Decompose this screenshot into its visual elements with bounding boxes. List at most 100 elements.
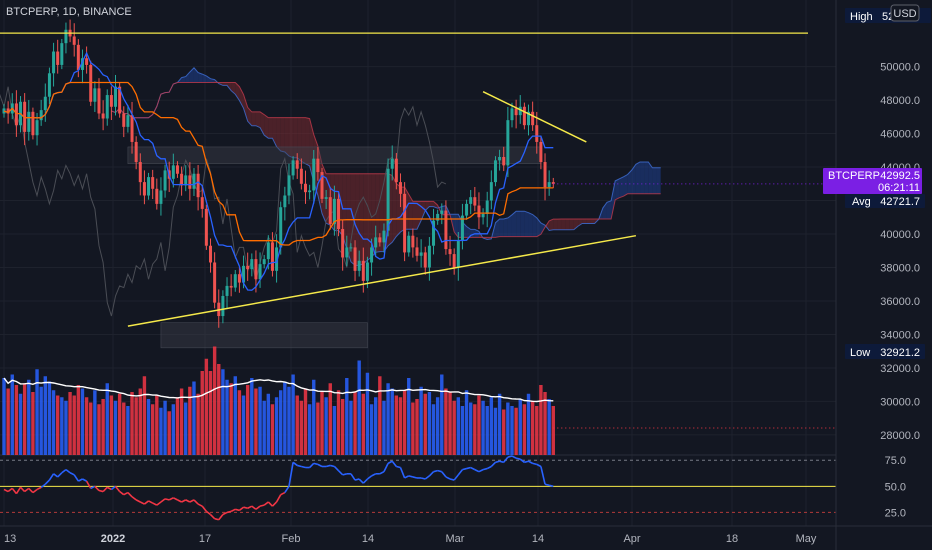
rsi-segment: [280, 491, 286, 496]
rsi-segment: [189, 499, 195, 503]
rsi-segment: [94, 485, 100, 492]
rsi-segment: [362, 478, 369, 484]
rsi-segment: [53, 473, 59, 478]
rsi-segment: [32, 488, 38, 494]
candle-body: [415, 247, 419, 256]
symbol-header[interactable]: BTCPERP, 1D, BINANCE: [6, 6, 132, 18]
candle-body: [337, 198, 341, 229]
cloud-segment: [305, 117, 310, 166]
rsi-segment: [24, 487, 30, 493]
rsi-segment: [445, 476, 451, 480]
cloud-segment: [557, 219, 562, 230]
cloud-segment: [301, 117, 306, 164]
rsi-segment: [275, 494, 282, 503]
rsi-segment: [515, 457, 521, 460]
cloud-segment: [375, 173, 380, 253]
rsi-segment: [28, 487, 34, 494]
rsi-segment: [65, 468, 71, 474]
volume-bar: [64, 400, 68, 455]
currency-button-bg[interactable]: [890, 4, 920, 22]
time-tick-label: Apr: [623, 533, 640, 545]
candle-body: [411, 235, 415, 248]
candle-body: [493, 160, 497, 183]
volume-bar: [295, 395, 299, 455]
rsi-segment: [44, 479, 50, 485]
candle-body: [105, 95, 109, 119]
candle-body: [432, 220, 436, 246]
rsi-segment: [61, 468, 67, 474]
volume-bar: [324, 397, 328, 455]
rsi-segment: [292, 461, 298, 467]
rsi-segment: [457, 469, 464, 476]
rsi-segment: [333, 465, 340, 472]
rsi-segment: [19, 486, 26, 493]
rsi-segment: [209, 513, 216, 520]
volume-bar: [283, 381, 287, 455]
candle-body: [374, 237, 378, 248]
candle-body: [200, 197, 204, 209]
candle-body: [225, 285, 229, 296]
volume-bar: [221, 369, 225, 455]
cloud-segment: [346, 173, 351, 262]
volume-bar: [435, 397, 440, 455]
volume-bar: [258, 386, 262, 455]
candle-body: [303, 183, 307, 193]
rsi-segment: [325, 464, 331, 468]
volume-bar: [126, 406, 130, 455]
cloud-segment: [602, 202, 607, 220]
rsi-segment: [156, 501, 162, 506]
rsi-segment: [548, 484, 554, 488]
candle-body: [527, 111, 531, 126]
volume-bar: [212, 346, 217, 455]
candle-body: [262, 259, 266, 265]
rsi-pane: [0, 455, 836, 521]
trendline[interactable]: [482, 91, 587, 143]
rsi-segment: [284, 485, 290, 494]
cloud-segment: [611, 180, 616, 220]
price-tick-label: 46000.0: [880, 129, 920, 141]
rsi-segment: [251, 505, 257, 510]
rsi-segment: [490, 461, 497, 468]
volume-bar: [427, 392, 432, 455]
candle-body: [444, 210, 448, 250]
volume-bar: [485, 406, 489, 455]
rsi-segment: [528, 460, 534, 465]
volume-bar: [390, 388, 394, 455]
rsi-segment: [102, 486, 108, 493]
price-tick-label: 36000.0: [880, 296, 920, 308]
candle-body: [295, 160, 299, 169]
volume-bar: [55, 395, 60, 455]
candle-body: [518, 106, 522, 116]
rsi-segment: [396, 465, 401, 469]
rsi-segment: [424, 475, 430, 480]
cloud-segment: [623, 174, 628, 197]
volume-bar: [10, 374, 14, 455]
cloud-segment: [644, 161, 649, 194]
currency-button[interactable]: USD: [893, 8, 916, 20]
candle-body: [419, 252, 423, 256]
candle-body: [440, 210, 444, 214]
volume-bar: [200, 371, 204, 455]
rsi-segment: [230, 508, 236, 513]
rsi-segment: [15, 486, 22, 495]
rsi-segment: [453, 474, 459, 481]
rsi-segment: [3, 488, 9, 493]
volume-bar: [72, 395, 76, 455]
candle-body: [23, 101, 27, 132]
rsi-segment: [69, 472, 75, 476]
candle-body: [196, 173, 200, 198]
trendline[interactable]: [127, 234, 637, 327]
candle-body: [163, 170, 167, 191]
rsi-segment: [387, 460, 393, 465]
candle-body: [456, 240, 460, 268]
low-value: 32921.2: [880, 347, 920, 359]
rsi-tick-label: 50.0: [885, 481, 906, 493]
trendlines[interactable]: [0, 32, 836, 327]
time-tick-label: 17: [199, 533, 211, 545]
volume-ma-line: [3, 377, 554, 403]
cloud-segment: [202, 74, 207, 83]
rsi-segment: [73, 474, 80, 482]
candle-body: [407, 235, 411, 253]
rsi-segment: [288, 462, 294, 487]
